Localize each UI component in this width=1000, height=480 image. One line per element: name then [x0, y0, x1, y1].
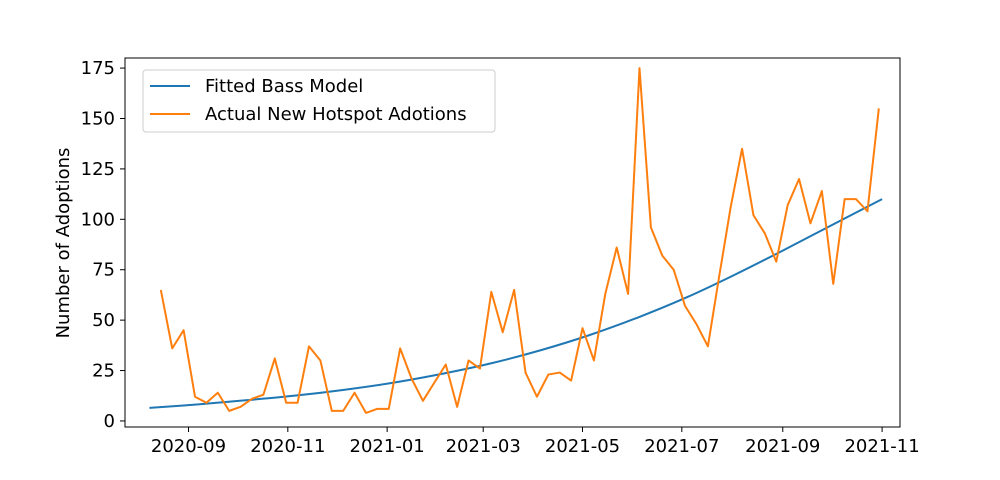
legend-box	[142, 69, 496, 133]
y-axis-ticks: 0 25 50 75 100 125 150 175	[81, 58, 125, 432]
x-tick-label: 2020-11	[250, 436, 325, 457]
y-tick-label: 175	[81, 58, 115, 79]
series-line-fitted-bass-model	[149, 198, 883, 409]
x-tick-label: 2021-03	[446, 436, 521, 457]
x-tick-label: 2020-09	[151, 436, 226, 457]
y-tick-label: 100	[81, 209, 115, 230]
x-axis-ticks: 2020-09 2020-11 2021-01 2021-03 2021-05 2021-…	[151, 427, 920, 457]
y-axis-label: Number of Adoptions	[53, 148, 74, 339]
legend-label-fitted: Fitted Bass Model	[205, 76, 363, 97]
series-layer	[149, 67, 883, 414]
x-tick-label: 2021-01	[350, 436, 425, 457]
x-tick-label: 2021-05	[545, 436, 620, 457]
y-tick-label: 50	[92, 310, 115, 331]
y-tick-label: 150	[81, 108, 115, 129]
x-tick-label: 2021-07	[644, 436, 719, 457]
series-line-actual-adoptions	[159, 67, 880, 414]
legend-label-actual: Actual New Hotspot Adotions	[205, 104, 467, 125]
legend: Fitted Bass Model Actual New Hotspot Ado…	[142, 69, 496, 133]
x-tick-label: 2021-09	[745, 436, 820, 457]
y-tick-label: 75	[92, 260, 115, 281]
plot-frame	[124, 57, 901, 428]
y-tick-label: 25	[92, 361, 115, 382]
y-tick-label: 125	[81, 159, 115, 180]
y-tick-label: 0	[104, 411, 115, 432]
x-tick-label: 2021-11	[844, 436, 919, 457]
